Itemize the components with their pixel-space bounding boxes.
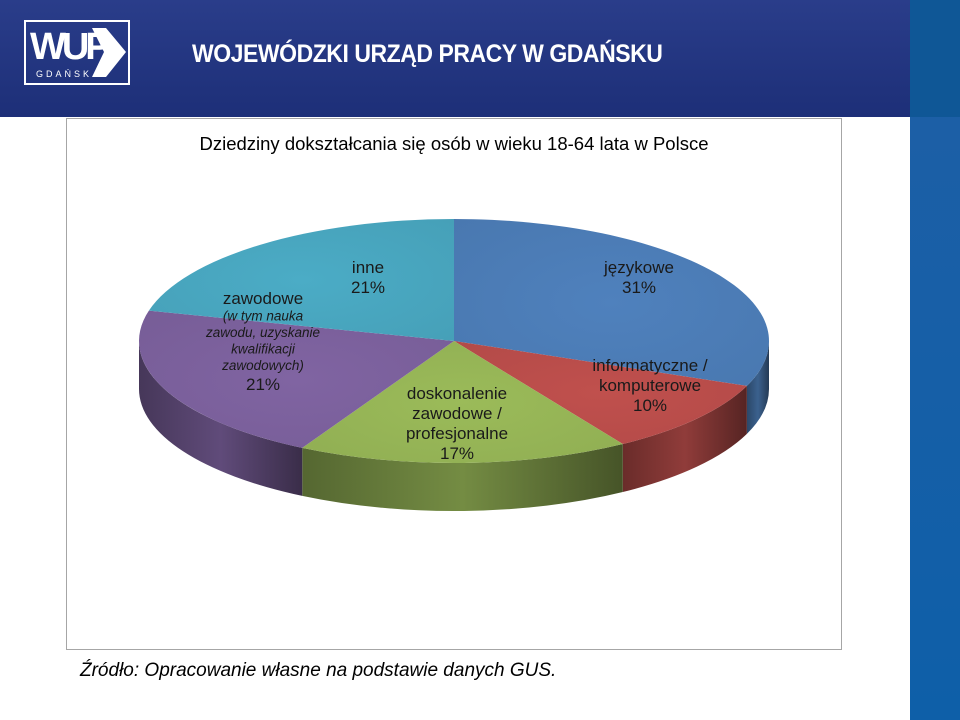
pie-value-label-3: 21%	[246, 375, 280, 394]
source-note: Źródło: Opracowanie własne na podstawie …	[80, 660, 557, 681]
logo-arrow-icon	[92, 28, 126, 77]
side-bar-top	[910, 0, 960, 117]
pie-value-label-0: 31%	[622, 278, 656, 297]
pie-label-3: zawodowe	[223, 289, 303, 308]
pie-value-label-2: 17%	[440, 444, 474, 463]
pie-slice-2	[302, 341, 623, 464]
chart-title: Dziedziny dokształcania się osób w wieku…	[199, 133, 709, 154]
header-bar: WUP GDAŃSK WOJEWÓDZKI URZĄD PRACY W GDAŃ…	[0, 0, 910, 117]
wup-logo: WUP GDAŃSK	[24, 20, 130, 85]
pie-label-1: informatyczne /	[592, 356, 708, 375]
pie-label-4: inne	[352, 258, 384, 277]
pie-side-2	[302, 444, 623, 511]
pie-top-faces	[139, 219, 769, 464]
pie-label-3: zawodu, uzyskanie	[205, 325, 320, 340]
pie-side-3	[139, 341, 303, 496]
pie-label-1: komputerowe	[599, 376, 701, 395]
pie-slice-0	[454, 219, 769, 386]
pie-label-2: doskonalenie	[407, 384, 507, 403]
pie-value-label-4: 21%	[351, 278, 385, 297]
pie-label-3: zawodowych)	[221, 358, 304, 373]
logo-text: WUP	[30, 26, 111, 68]
pie-side-0	[746, 341, 769, 434]
pie-label-0: językowe	[603, 258, 674, 277]
pie-side-1	[622, 385, 747, 493]
pie-label-3: kwalifikacji	[231, 342, 296, 357]
pie-value-label-1: 10%	[633, 396, 667, 415]
pie-slice-4	[148, 219, 454, 341]
pie-side-walls	[139, 341, 769, 511]
pie-slice-3	[139, 310, 454, 448]
pie-slice-1	[454, 341, 747, 445]
logo-subtitle: GDAŃSK	[36, 69, 93, 79]
pie-label-3: (w tym nauka	[223, 309, 304, 324]
header-title: WOJEWÓDZKI URZĄD PRACY W GDAŃSKU	[192, 40, 663, 68]
pie-label-2: profesjonalne	[406, 424, 508, 443]
pie-label-2: zawodowe /	[412, 404, 502, 423]
chart-frame: Dziedziny dokształcania się osób w wieku…	[66, 118, 842, 650]
side-bar	[910, 0, 960, 720]
